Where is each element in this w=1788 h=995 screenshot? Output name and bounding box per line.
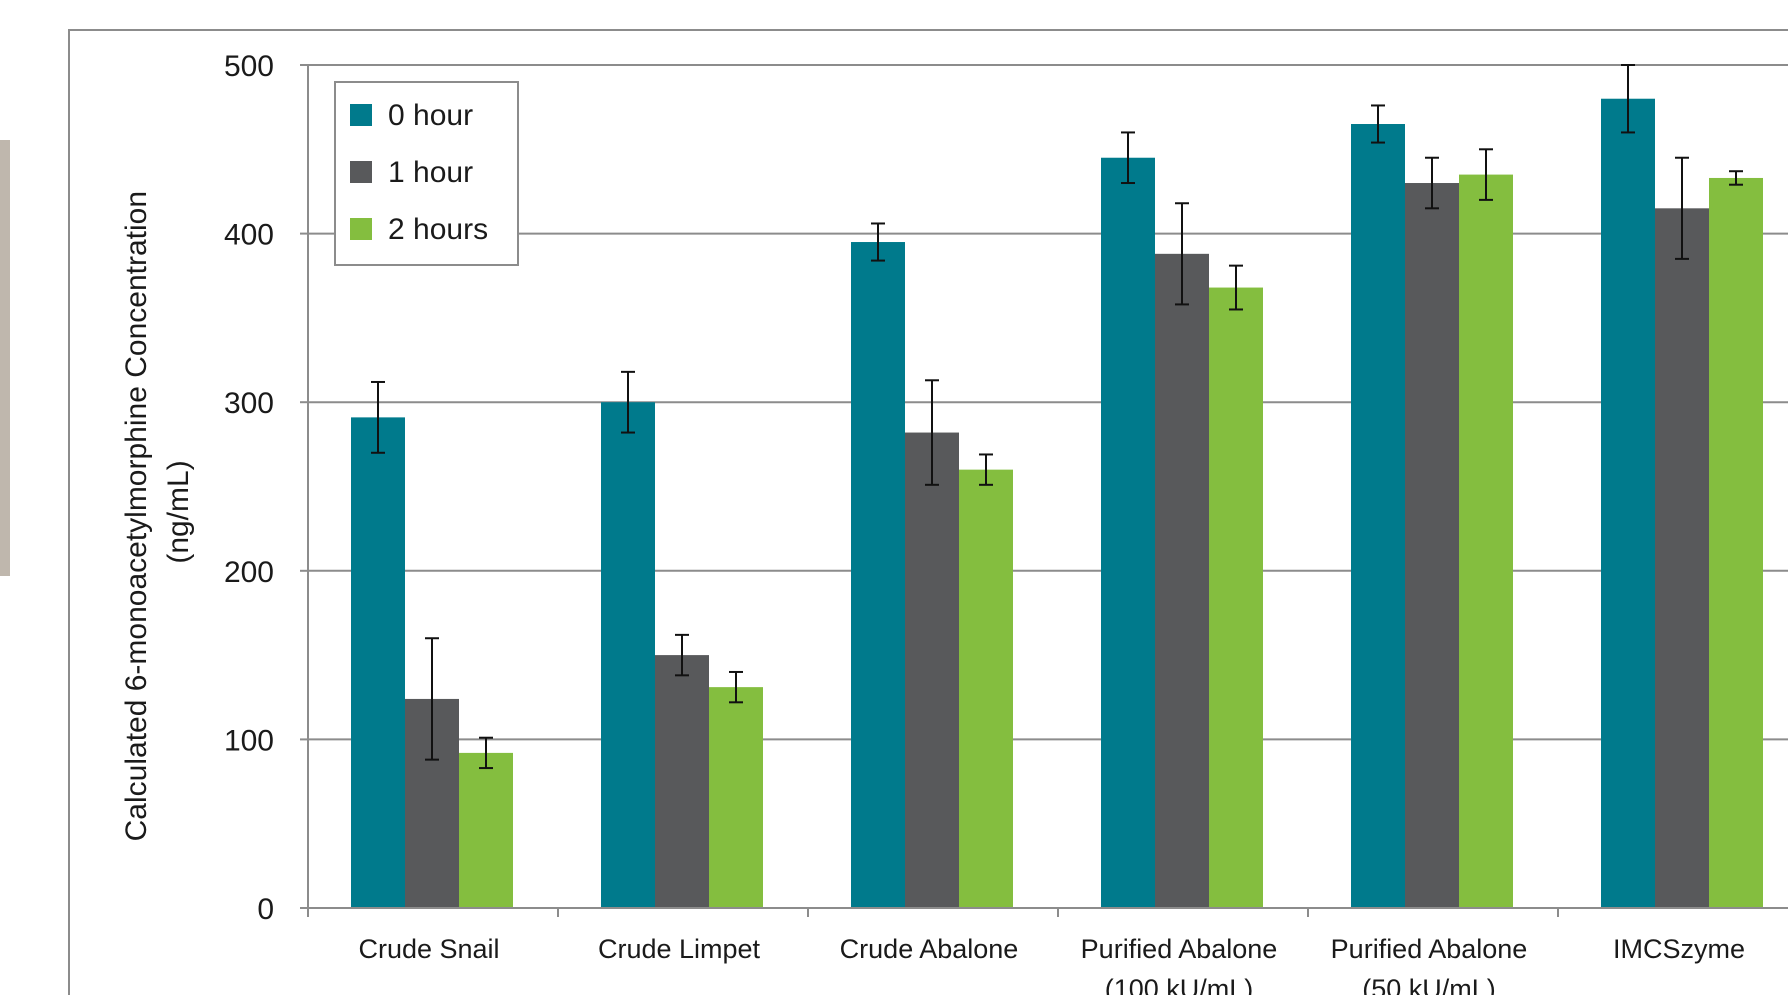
y-axis-title-line2: (ng/mL) <box>162 460 195 563</box>
legend-swatch <box>350 161 372 183</box>
gridlines <box>308 64 1788 741</box>
bar <box>1655 208 1709 908</box>
bar <box>1459 174 1513 909</box>
x-tick-label: Crude Abalone <box>840 934 1019 964</box>
x-tick-labels: Crude Snail Crude Limpet Crude Abalone Puri… <box>358 934 1745 995</box>
bar <box>459 752 513 908</box>
x-tick-label: Crude Limpet <box>598 934 761 964</box>
chart-border <box>68 29 1788 995</box>
y-tick-label: 500 <box>224 50 274 83</box>
x-tick-label: (100 kU/mL) <box>1105 974 1254 995</box>
legend: 0 hour 1 hour 2 hours <box>334 81 519 266</box>
x-tick-label: IMCSzyme <box>1613 934 1745 964</box>
y-tick-label: 200 <box>224 556 274 589</box>
bar <box>1601 98 1655 909</box>
bar <box>601 402 655 908</box>
y-tick-labels: 0 100 200 300 400 500 <box>224 50 274 926</box>
bar <box>709 687 763 908</box>
bar <box>851 242 905 908</box>
bar <box>1209 287 1263 908</box>
x-tick-label: Purified Abalone <box>1081 934 1278 964</box>
y-tick-label: 100 <box>224 724 274 757</box>
y-tick-label: 400 <box>224 219 274 252</box>
y-tick-label: 300 <box>224 387 274 420</box>
bar <box>655 655 709 908</box>
legend-label: 0 hour <box>388 99 473 132</box>
photo-fragment <box>0 140 10 576</box>
y-axis-title-line1: Calculated 6-monoacetylmorphine Concentr… <box>120 191 153 841</box>
x-tick-label: (50 kU/mL) <box>1362 974 1496 995</box>
legend-swatch <box>350 104 372 126</box>
bars <box>351 98 1763 909</box>
bar <box>905 432 959 908</box>
bar <box>959 469 1013 908</box>
bar <box>1101 157 1155 909</box>
bar <box>351 417 405 908</box>
bar <box>1405 183 1459 908</box>
bar <box>1155 253 1209 908</box>
legend-swatch <box>350 218 372 240</box>
error-bars <box>371 64 1743 770</box>
y-axis-title: Calculated 6-monoacetylmorphine Concentr… <box>120 183 195 842</box>
bar <box>1351 124 1405 908</box>
x-tick-label: Purified Abalone <box>1331 934 1528 964</box>
y-tick-label: 0 <box>257 893 274 926</box>
legend-label: 2 hours <box>388 213 488 246</box>
axes <box>300 64 1788 917</box>
x-tick-label: Crude Snail <box>358 934 499 964</box>
legend-label: 1 hour <box>388 156 473 189</box>
bar <box>1709 177 1763 908</box>
